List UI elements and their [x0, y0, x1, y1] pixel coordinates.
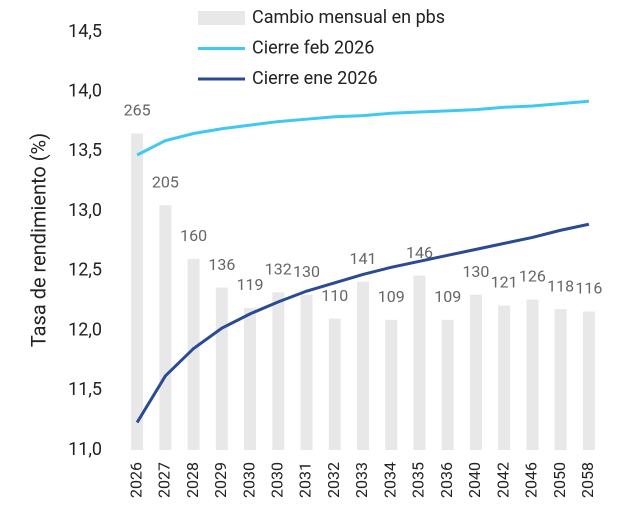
- data-label: 146: [406, 243, 433, 262]
- x-tick-label: 2040: [465, 462, 484, 498]
- bar: [357, 281, 369, 450]
- data-label: 141: [350, 249, 377, 268]
- y-tick-label: 14,0: [68, 80, 102, 101]
- x-tick-label: 2036: [437, 462, 456, 498]
- legend-label: Cambio mensual en pbs: [252, 7, 445, 28]
- data-label: 109: [378, 287, 405, 306]
- bar: [498, 305, 511, 450]
- y-tick-label: 12,0: [68, 319, 102, 340]
- bar: [215, 287, 228, 450]
- data-label: 121: [491, 273, 518, 292]
- x-tick-label: 2027: [155, 462, 174, 498]
- x-tick-label: 2046: [522, 462, 541, 498]
- bar: [526, 299, 539, 450]
- x-tick-label: 2058: [578, 462, 597, 498]
- x-tick-label: 2030: [268, 462, 287, 498]
- bar: [385, 319, 398, 450]
- x-tick-label: 2026: [126, 462, 145, 498]
- x-tick-label: 2042: [493, 462, 512, 498]
- data-label: 126: [519, 267, 546, 286]
- bar: [554, 309, 567, 450]
- bar: [272, 292, 285, 450]
- data-label: 110: [321, 286, 348, 305]
- x-tick-label: 2029: [211, 462, 230, 498]
- bar: [582, 311, 595, 450]
- bar: [413, 275, 426, 450]
- legend-label: Cierre feb 2026: [252, 37, 374, 58]
- data-label: 119: [237, 275, 264, 294]
- data-label: 130: [462, 262, 489, 281]
- x-tick-label: 2028: [183, 462, 202, 498]
- y-tick-label: 14,5: [68, 21, 102, 42]
- line: [135, 222, 590, 424]
- y-tick-label: 12,5: [68, 260, 102, 281]
- x-tick-label: 2035: [409, 462, 428, 498]
- legend-swatch: [198, 11, 245, 25]
- y-tick-label: 13,5: [68, 140, 102, 161]
- data-label: 205: [152, 172, 179, 191]
- y-tick-label: 11,0: [68, 439, 102, 460]
- data-label: 265: [124, 101, 151, 120]
- bar: [441, 319, 454, 450]
- data-label: 118: [547, 276, 574, 295]
- data-label: 136: [208, 255, 235, 274]
- data-label: 116: [575, 279, 602, 298]
- bar: [187, 258, 200, 450]
- x-tick-label: 2030: [239, 462, 258, 498]
- x-tick-label: 2034: [380, 462, 399, 498]
- y-tick-label: 11,5: [68, 379, 102, 400]
- data-label: 160: [180, 226, 207, 245]
- x-tick-label: 2032: [324, 462, 343, 498]
- line: [136, 99, 590, 157]
- x-tick-label: 2031: [296, 462, 315, 498]
- x-tick-label: 2033: [352, 462, 371, 498]
- bar: [328, 318, 341, 450]
- bar: [469, 294, 482, 450]
- legend-label: Cierre ene 2026: [252, 68, 378, 89]
- bar: [131, 133, 144, 450]
- bar: [300, 294, 313, 450]
- data-label: 109: [434, 287, 461, 306]
- x-tick-label: 2050: [550, 462, 569, 498]
- y-tick-label: 13,0: [68, 200, 102, 221]
- y-axis-title: Tasa de rendimiento (%): [26, 133, 50, 347]
- data-label: 130: [293, 262, 320, 281]
- bar: [159, 205, 172, 450]
- data-label: 132: [265, 260, 292, 279]
- bar: [244, 307, 257, 450]
